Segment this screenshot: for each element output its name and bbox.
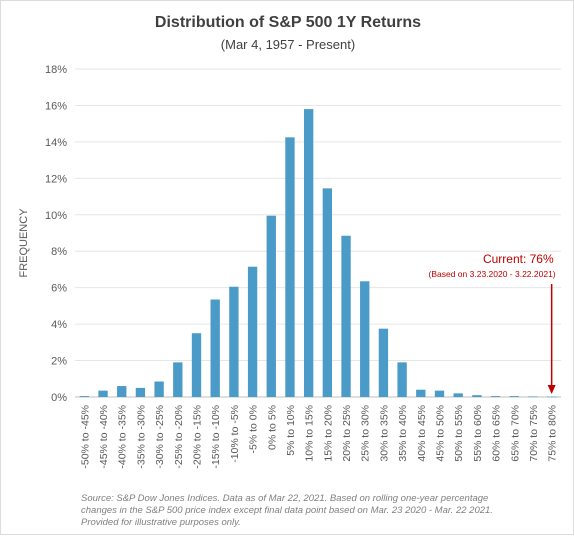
bar: [210, 299, 220, 397]
current-annotation: Current: 76% (Based on 3.23.2020 - 3.22.2…: [429, 252, 556, 394]
bar: [434, 390, 445, 397]
y-axis-label: FREQUENCY: [18, 208, 30, 278]
bar: [360, 281, 370, 397]
bar: [229, 286, 239, 397]
bar: [79, 396, 90, 397]
bar: [546, 396, 557, 398]
x-tick-label: 70% to 75%: [528, 405, 540, 462]
source-note-line: changes in the S&P 500 price index excep…: [81, 505, 493, 516]
y-tick-label: 2%: [51, 356, 67, 368]
y-tick-label: 18%: [45, 64, 67, 76]
chart-subtitle: (Mar 4, 1957 - Present): [220, 37, 356, 52]
bar: [490, 396, 501, 397]
y-tick-label: 16%: [45, 100, 67, 112]
bar: [135, 387, 146, 397]
x-tick-label: 35% to 40%: [397, 405, 409, 462]
source-note-line: Provided for illustrative purposes only.: [81, 517, 241, 528]
x-tick-label: 45% to 50%: [435, 405, 447, 462]
bar: [266, 215, 276, 397]
bar: [322, 188, 333, 397]
x-tick-label: 40% to 45%: [416, 405, 428, 462]
source-note-line: Source: S&P Dow Jones Indices. Data as o…: [81, 493, 489, 504]
x-tick-label: -20% to -15%: [192, 405, 204, 469]
x-tick-label: 60% to 65%: [491, 405, 503, 462]
x-tick-label: 5% to 10%: [285, 405, 297, 456]
y-tick-label: 14%: [45, 137, 67, 149]
x-tick-label: -15% to -10%: [210, 405, 222, 469]
chart-title: Distribution of S&P 500 1Y Returns: [154, 14, 422, 31]
x-tick-label: 55% to 60%: [472, 405, 484, 462]
bar: [154, 381, 164, 397]
x-axis-tick-labels: -50% to -45% -45% to -40% -40% to -35% -35%…: [79, 405, 558, 469]
x-tick-label: 50% to 55%: [453, 405, 465, 462]
x-tick-label: 15% to 20%: [322, 405, 334, 462]
bar: [247, 266, 258, 397]
bar: [453, 393, 463, 397]
bars: [79, 109, 557, 398]
bar: [173, 362, 183, 397]
x-tick-label: -25% to -20%: [173, 405, 185, 469]
annotation-label: Current: 76%: [483, 252, 554, 266]
x-tick-label: -5% to 0%: [248, 405, 260, 453]
x-tick-label: 75% to 80%: [547, 405, 559, 462]
bar: [98, 390, 108, 397]
y-tick-label: 0%: [51, 392, 67, 404]
annotation-arrowhead: [547, 385, 556, 394]
y-tick-label: 6%: [51, 283, 67, 295]
x-tick-label: -30% to -25%: [154, 405, 166, 469]
x-tick-label: 30% to 35%: [378, 405, 390, 462]
x-tick-label: 65% to 70%: [509, 405, 521, 462]
bar: [397, 362, 407, 397]
bar: [528, 396, 538, 398]
bar: [509, 396, 519, 397]
x-tick-label: 25% to 30%: [360, 405, 372, 462]
bar: [472, 395, 482, 397]
x-tick-label: -40% to -35%: [117, 405, 129, 469]
x-tick-label: -35% to -30%: [135, 405, 147, 469]
bar: [191, 333, 202, 397]
gridlines: [75, 68, 561, 398]
bar: [378, 328, 389, 397]
y-tick-label: 10%: [45, 210, 67, 222]
annotation-sublabel: (Based on 3.23.2020 - 3.22.2021): [429, 269, 556, 279]
y-tick-label: 12%: [45, 173, 67, 185]
y-axis-tick-labels: 0% 2% 4% 6% 8% 10% 12% 14% 16% 18%: [45, 64, 67, 404]
bar: [341, 235, 351, 397]
y-tick-label: 4%: [51, 319, 67, 331]
x-tick-label: 0% to 5%: [266, 405, 278, 450]
bar: [303, 109, 314, 397]
y-tick-label: 8%: [51, 246, 67, 258]
x-tick-label: 20% to 25%: [341, 405, 353, 462]
x-tick-label: -45% to -40%: [98, 405, 110, 469]
source-note: Source: S&P Dow Jones Indices. Data as o…: [81, 493, 561, 529]
x-tick-label: -50% to -45%: [79, 405, 91, 469]
bar: [416, 389, 426, 397]
x-tick-label: 10% to 15%: [304, 405, 316, 462]
bar: [285, 137, 295, 398]
bar: [117, 386, 127, 397]
x-tick-label: -10% to -5%: [229, 405, 241, 463]
